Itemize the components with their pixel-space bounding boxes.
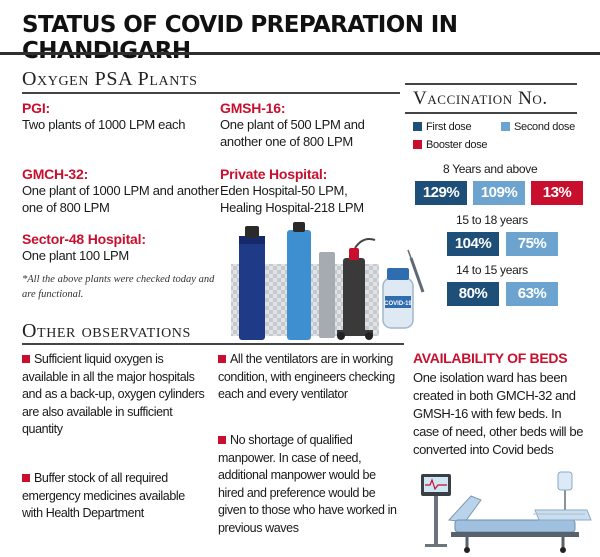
bullet-icon <box>218 436 226 444</box>
vial-label: COVID-19 <box>384 301 412 307</box>
plants-note: *All the above plants were checked today… <box>22 274 215 300</box>
legend-booster-label: Booster dose <box>426 139 488 151</box>
booster-dose-value: 13% <box>531 181 583 205</box>
beds-text: One isolation ward has been created in b… <box>413 370 584 457</box>
age-group-label: 8 Years and above <box>443 162 538 176</box>
first-dose-value: 104% <box>447 232 499 256</box>
legend-first-label: First dose <box>426 121 472 133</box>
plant-name: Private Hospital: <box>220 166 328 182</box>
first-dose-value: 80% <box>447 282 499 306</box>
bullet-icon <box>22 355 30 363</box>
legend-second-label: Second dose <box>514 121 575 133</box>
vaccination-heading-rule <box>405 112 577 114</box>
page-title: STATUS OF COVID PREPARATION IN CHANDIGAR… <box>22 12 458 64</box>
beds-heading: AVAILABILITY OF BEDS <box>413 350 568 366</box>
bullet-icon <box>22 474 30 482</box>
oxygen-cylinder-dark <box>343 258 365 334</box>
legend-first: First dose <box>413 121 472 133</box>
title-divider <box>0 52 600 55</box>
second-dose-value: 75% <box>506 232 558 256</box>
age-group-label: 14 to 15 years <box>456 263 528 277</box>
oxygen-heading-rule <box>22 92 400 94</box>
plant-name: GMSH-16: <box>220 100 286 116</box>
plant-name: PGI: <box>22 100 50 116</box>
observation-item: All the ventilators are in working condi… <box>218 351 404 404</box>
plant-desc: One plant of 1000 LPM and another one of… <box>22 183 219 215</box>
plant-desc: One plant of 500 LPM and another one of … <box>220 117 365 149</box>
plant-sector48: Sector-48 Hospital: One plant 100 LPM <box>22 231 222 264</box>
observation-item: Sufficient liquid oxygen is available in… <box>22 351 208 439</box>
second-dose-value: 63% <box>506 282 558 306</box>
plant-desc: Two plants of 1000 LPM each <box>22 117 186 132</box>
plant-name: Sector-48 Hospital: <box>22 231 146 247</box>
tank-blue-left <box>239 236 265 340</box>
plant-desc: Eden Hospital-50 LPM, Healing Hospital-2… <box>220 183 364 215</box>
bed-headrest <box>447 495 482 523</box>
legend-booster-swatch <box>413 140 422 149</box>
plant-pgi: PGI: Two plants of 1000 LPM each <box>22 100 212 133</box>
tank-teal <box>287 230 311 340</box>
observation-text: Buffer stock of all required emergency m… <box>22 471 185 520</box>
observation-item: Buffer stock of all required emergency m… <box>22 470 208 523</box>
second-dose-value: 109% <box>473 181 525 205</box>
vaccination-heading: Vaccination No. <box>413 88 548 109</box>
bullet-icon <box>218 355 226 363</box>
legend-first-swatch <box>413 122 422 131</box>
observation-text: No shortage of qualified manpower. In ca… <box>218 433 397 535</box>
plant-private: Private Hospital: Eden Hospital-50 LPM, … <box>220 166 405 216</box>
hospital-bed-illustration <box>421 471 592 553</box>
observation-item: No shortage of qualified manpower. In ca… <box>218 432 404 537</box>
oxygen-heading: Oxygen PSA Plants <box>22 68 198 90</box>
observations-heading: Other observations <box>22 320 191 342</box>
oxygen-cylinders-illustration: COVID-19 <box>231 222 425 340</box>
observation-text: All the ventilators are in working condi… <box>218 352 395 401</box>
plant-name: GMCH-32: <box>22 166 89 182</box>
observation-text: Sufficient liquid oxygen is available in… <box>22 352 205 436</box>
legend-booster: Booster dose <box>413 139 488 151</box>
tank-grey <box>319 252 335 338</box>
vaccination-top-rule <box>405 83 577 85</box>
first-dose-value: 129% <box>415 181 467 205</box>
observations-heading-rule <box>22 343 404 345</box>
bed-mattress <box>454 519 576 533</box>
legend-second-swatch <box>501 122 510 131</box>
plant-gmch32: GMCH-32: One plant of 1000 LPM and anoth… <box>22 166 222 216</box>
legend-second: Second dose <box>501 121 575 133</box>
age-group-label: 15 to 18 years <box>456 213 528 227</box>
plant-desc: One plant 100 LPM <box>22 248 129 263</box>
plant-gmsh16: GMSH-16: One plant of 500 LPM and anothe… <box>220 100 405 150</box>
